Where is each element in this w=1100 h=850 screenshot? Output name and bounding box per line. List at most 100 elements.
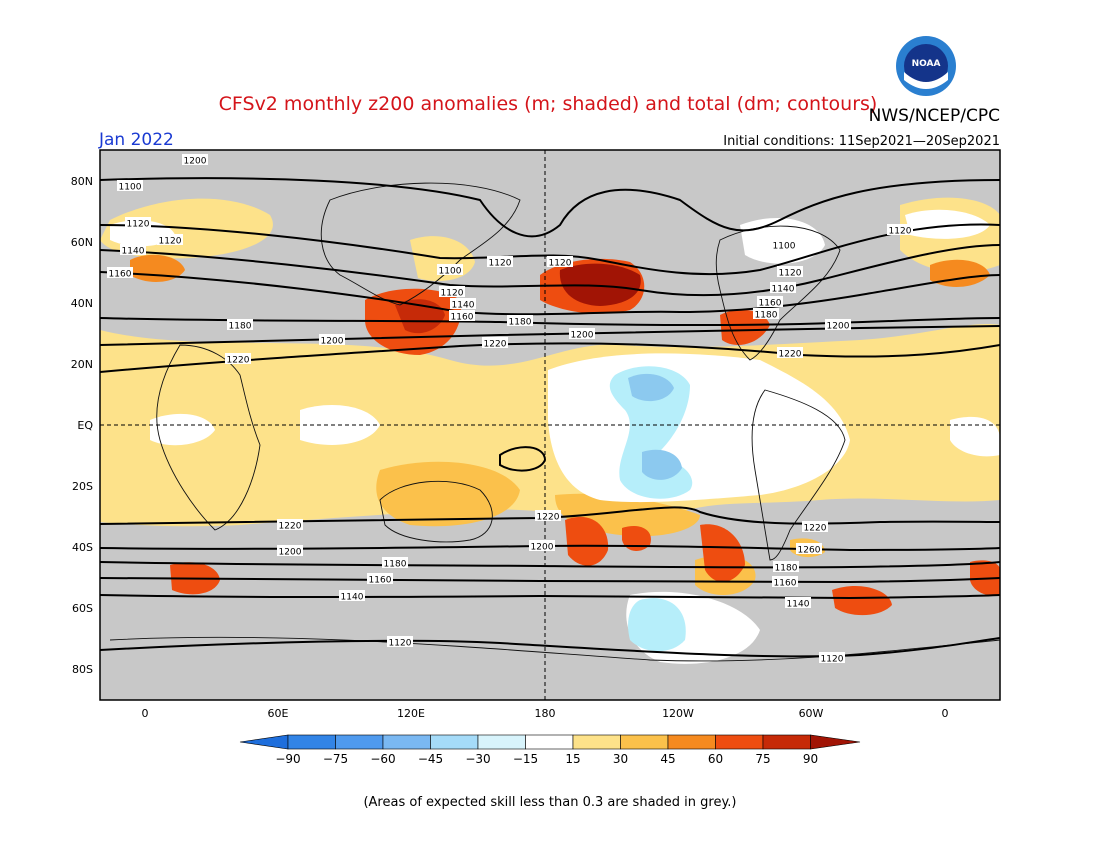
positive-patch-south-pacific-a <box>565 516 609 566</box>
contour-label: 1160 <box>449 310 475 323</box>
colorbar-swatch <box>715 734 764 750</box>
contour-label: 1160 <box>367 573 393 586</box>
neutral-africa-east <box>950 416 1000 457</box>
contour-label-text: 1180 <box>775 564 798 574</box>
contour-label-bg <box>182 154 208 165</box>
contour-labels: 1100 1100 1100 1120 1120 1120 1120 1120 1120 1120… <box>107 154 913 665</box>
contour-label-bg <box>777 347 803 358</box>
contour-label-text: 1120 <box>489 259 512 269</box>
colorbar-swatch <box>762 734 811 750</box>
colorbar-swatch <box>477 734 526 750</box>
lon-label: 120W <box>662 707 694 720</box>
negative-core-north <box>628 373 674 402</box>
contour-label-text: 1120 <box>821 655 844 665</box>
colorbar-tick-label: 30 <box>613 752 628 766</box>
colorbar-tick-label: 45 <box>660 752 675 766</box>
contour-label-bg <box>802 521 828 532</box>
contour-label-text: 1220 <box>804 524 827 534</box>
contour-label-bg <box>382 557 408 568</box>
lon-label: 0 <box>142 707 149 720</box>
lat-label: 80N <box>71 175 93 188</box>
contour-label-text: 1120 <box>889 227 912 237</box>
contour-label-bg <box>529 540 555 551</box>
colorbar-arrow-right <box>810 734 861 750</box>
neutral-europe-east <box>905 209 990 239</box>
contour-label-bg <box>753 308 779 319</box>
lon-label: 120E <box>397 707 425 720</box>
contour-label-text: 1100 <box>439 267 462 277</box>
positive-patch-australia <box>376 461 520 527</box>
contour-line-1160-south <box>100 577 1000 584</box>
colorbar: −90 −75 −60 −45 −30 −15 15 30 45 60 75 90 <box>239 734 861 766</box>
colorbar-tick-label: −75 <box>323 752 348 766</box>
noaa-logo-bird <box>904 72 948 89</box>
positive-patch-south-pacific-b <box>622 525 651 552</box>
colorbar-swatch <box>525 734 574 750</box>
noaa-logo-core <box>904 44 948 88</box>
colorbar-tick-label: 60 <box>708 752 723 766</box>
colorbar-tick-label: −15 <box>513 752 538 766</box>
lat-label: 20N <box>71 358 93 371</box>
contour-label: 1200 <box>277 545 303 558</box>
contour-label-bg <box>547 256 573 267</box>
contour-label-text: 1200 <box>531 543 554 553</box>
contour-label: 1100 <box>771 239 797 252</box>
contour-label: 1160 <box>757 296 783 309</box>
contour-label-bg <box>339 590 365 601</box>
contour-label-bg <box>319 334 345 345</box>
contour-label-text: 1220 <box>779 350 802 360</box>
contour-label-text: 1200 <box>279 548 302 558</box>
contour-label: 1220 <box>277 519 303 532</box>
lon-label: 60E <box>268 707 289 720</box>
contour-label-bg <box>367 573 393 584</box>
contour-label: 1140 <box>450 298 476 311</box>
contour-label-bg <box>107 267 133 278</box>
colorbar-tick-label: −60 <box>370 752 395 766</box>
contour-label-text: 1180 <box>384 560 407 570</box>
contour-label: 1140 <box>339 590 365 603</box>
lat-label: 40S <box>72 541 93 554</box>
contour-label-bg <box>770 282 796 293</box>
contour-label: 1140 <box>785 597 811 610</box>
contour-label-text: 1200 <box>321 337 344 347</box>
contour-label-bg <box>825 319 851 330</box>
contour-label-text: 1160 <box>369 576 392 586</box>
contour-label: 1120 <box>819 652 845 665</box>
neutral-africa <box>150 413 215 446</box>
latitude-labels: 80N 60N 40N 20N EQ 20S 40S 60S 80S <box>71 175 94 676</box>
chart-title: CFSv2 monthly z200 anomalies (m; shaded)… <box>219 93 878 115</box>
contour-label: 1120 <box>887 224 913 237</box>
contour-label-bg <box>773 561 799 572</box>
contour-label: 1180 <box>227 319 253 332</box>
colorbar-swatch <box>382 734 431 750</box>
colorbar-tick-label: −30 <box>465 752 490 766</box>
contour-label-bg <box>785 597 811 608</box>
contour-label-bg <box>449 310 475 321</box>
contour-label-text: 1220 <box>537 513 560 523</box>
contour-label: 1220 <box>777 347 803 360</box>
contour-label-bg <box>225 353 251 364</box>
lon-label: 0 <box>942 707 949 720</box>
longitude-labels: 0 60E 120E 180 120W 60W 0 <box>142 707 949 720</box>
contour-label-text: 1120 <box>441 289 464 299</box>
contour-label-bg <box>507 315 533 326</box>
agency-label: NWS/NCEP/CPC <box>869 106 1000 126</box>
contour-label-text: 1120 <box>549 259 572 269</box>
contour-label: 1120 <box>387 636 413 649</box>
colorbar-tick-label: −45 <box>418 752 443 766</box>
contour-label: 1180 <box>507 315 533 328</box>
contour-label-bg <box>125 217 151 228</box>
contour-line-1120 <box>100 223 1000 276</box>
contour-label-bg <box>277 519 303 530</box>
contour-line-1180-south <box>100 561 1000 569</box>
contour-label: 1120 <box>777 266 803 279</box>
contour-label-bg <box>796 543 822 554</box>
contour-label-text: 1160 <box>774 579 797 589</box>
lon-label: 180 <box>535 707 556 720</box>
contour-label-text: 1220 <box>279 522 302 532</box>
contour-label-bg <box>439 286 465 297</box>
noaa-logo-text: NOAA <box>912 59 941 69</box>
contour-label: 1200 <box>529 540 555 553</box>
contour-label-bg <box>387 636 413 647</box>
